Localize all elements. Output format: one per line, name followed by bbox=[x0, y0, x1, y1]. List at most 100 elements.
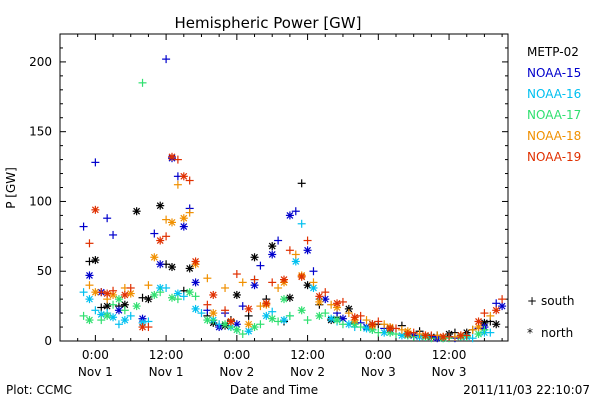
north-point bbox=[109, 313, 118, 322]
north-point bbox=[179, 172, 188, 181]
x-tick-label-time: 0:00 bbox=[223, 348, 250, 362]
south-point bbox=[321, 288, 330, 297]
north-point bbox=[262, 299, 271, 308]
south-point bbox=[238, 302, 247, 311]
north-point bbox=[150, 290, 159, 299]
north-point bbox=[250, 253, 259, 262]
south-point bbox=[303, 316, 312, 325]
south-point bbox=[185, 176, 194, 185]
symbol-legend-label: north bbox=[541, 326, 573, 340]
north-point bbox=[191, 278, 200, 287]
north-point bbox=[114, 306, 123, 315]
x-tick-label-date: Nov 1 bbox=[149, 365, 184, 379]
x-tick-label-date: Nov 2 bbox=[290, 365, 325, 379]
south-point bbox=[486, 311, 495, 320]
south-point bbox=[238, 278, 247, 287]
x-tick-label-date: Nov 3 bbox=[432, 365, 467, 379]
y-axis: 0 50 100 150 200 bbox=[29, 33, 508, 348]
south-point bbox=[85, 257, 94, 266]
north-point bbox=[244, 320, 253, 329]
south-point bbox=[256, 302, 265, 311]
south-point bbox=[338, 320, 347, 329]
north-point bbox=[120, 316, 129, 325]
south-point bbox=[185, 208, 194, 217]
x-axis-label: Date and Time bbox=[230, 383, 318, 397]
y-axis-label: P [GW] bbox=[4, 167, 18, 209]
south-point bbox=[468, 325, 477, 334]
symbol-legend-label: south bbox=[541, 294, 575, 308]
north-point bbox=[285, 211, 294, 220]
south-point bbox=[120, 306, 129, 315]
north-point bbox=[303, 281, 312, 290]
north-point bbox=[244, 327, 253, 336]
south-point bbox=[480, 309, 489, 318]
south-point bbox=[274, 317, 283, 326]
south-point bbox=[97, 303, 106, 312]
symbol-legend: + south * north bbox=[527, 294, 575, 340]
legend-entry: NOAA-16 bbox=[527, 87, 581, 101]
north-point bbox=[309, 283, 318, 292]
north-point bbox=[315, 311, 324, 320]
north-point bbox=[291, 257, 300, 266]
south-point bbox=[297, 219, 306, 228]
north-point bbox=[492, 306, 501, 315]
south-point bbox=[126, 283, 135, 292]
north-point bbox=[185, 288, 194, 297]
south-point bbox=[338, 297, 347, 306]
south-point bbox=[321, 309, 330, 318]
south-point bbox=[303, 236, 312, 245]
north-point bbox=[280, 316, 288, 325]
y-tick-label: 0 bbox=[44, 334, 52, 348]
south-point bbox=[356, 311, 365, 320]
south-point bbox=[297, 179, 306, 188]
y-tick-label: 50 bbox=[37, 264, 52, 278]
x-tick-label-time: 12:00 bbox=[432, 348, 467, 362]
south-point bbox=[79, 288, 88, 297]
x-tick-label-time: 12:00 bbox=[290, 348, 325, 362]
north-point bbox=[421, 331, 430, 340]
footer-right: 2011/11/03 22:10:07 bbox=[463, 383, 590, 397]
north-point bbox=[91, 205, 100, 214]
north-point bbox=[114, 295, 123, 304]
north-point bbox=[221, 320, 230, 329]
south-point bbox=[109, 230, 118, 239]
north-point bbox=[150, 253, 159, 262]
y-tick-label: 200 bbox=[29, 55, 52, 69]
north-point bbox=[262, 311, 271, 320]
north-point bbox=[474, 330, 483, 339]
north-point bbox=[315, 292, 324, 301]
south-point bbox=[268, 278, 277, 287]
south-point bbox=[221, 283, 230, 292]
south-point bbox=[221, 306, 230, 315]
south-point bbox=[244, 311, 253, 320]
south-point bbox=[97, 288, 106, 297]
north-point bbox=[280, 295, 288, 304]
south-point bbox=[374, 317, 383, 326]
north-point bbox=[474, 317, 483, 326]
south-point bbox=[173, 180, 182, 189]
south-point bbox=[291, 250, 300, 259]
legend-entry: NOAA-17 bbox=[527, 108, 581, 122]
north-point bbox=[132, 207, 141, 216]
north-point bbox=[209, 309, 218, 318]
north-point bbox=[168, 218, 176, 227]
north-point bbox=[456, 331, 465, 340]
north-point bbox=[386, 324, 395, 333]
north-point bbox=[144, 295, 153, 304]
south-point bbox=[291, 207, 300, 216]
north-point bbox=[179, 222, 188, 231]
north-point bbox=[168, 152, 176, 161]
north-point bbox=[103, 311, 112, 320]
north-point bbox=[268, 314, 277, 323]
north-point bbox=[191, 257, 200, 266]
south-point bbox=[179, 292, 188, 301]
series-legend: METP-02 NOAA-15 NOAA-16 NOAA-17 NOAA-18 NOAA-… bbox=[527, 45, 581, 164]
north-point bbox=[244, 304, 253, 313]
south-point bbox=[344, 309, 353, 318]
north-point bbox=[285, 293, 294, 302]
north-point bbox=[297, 306, 306, 315]
south-point bbox=[250, 275, 259, 284]
north-point bbox=[344, 304, 353, 313]
y-tick-label: 150 bbox=[29, 125, 52, 139]
